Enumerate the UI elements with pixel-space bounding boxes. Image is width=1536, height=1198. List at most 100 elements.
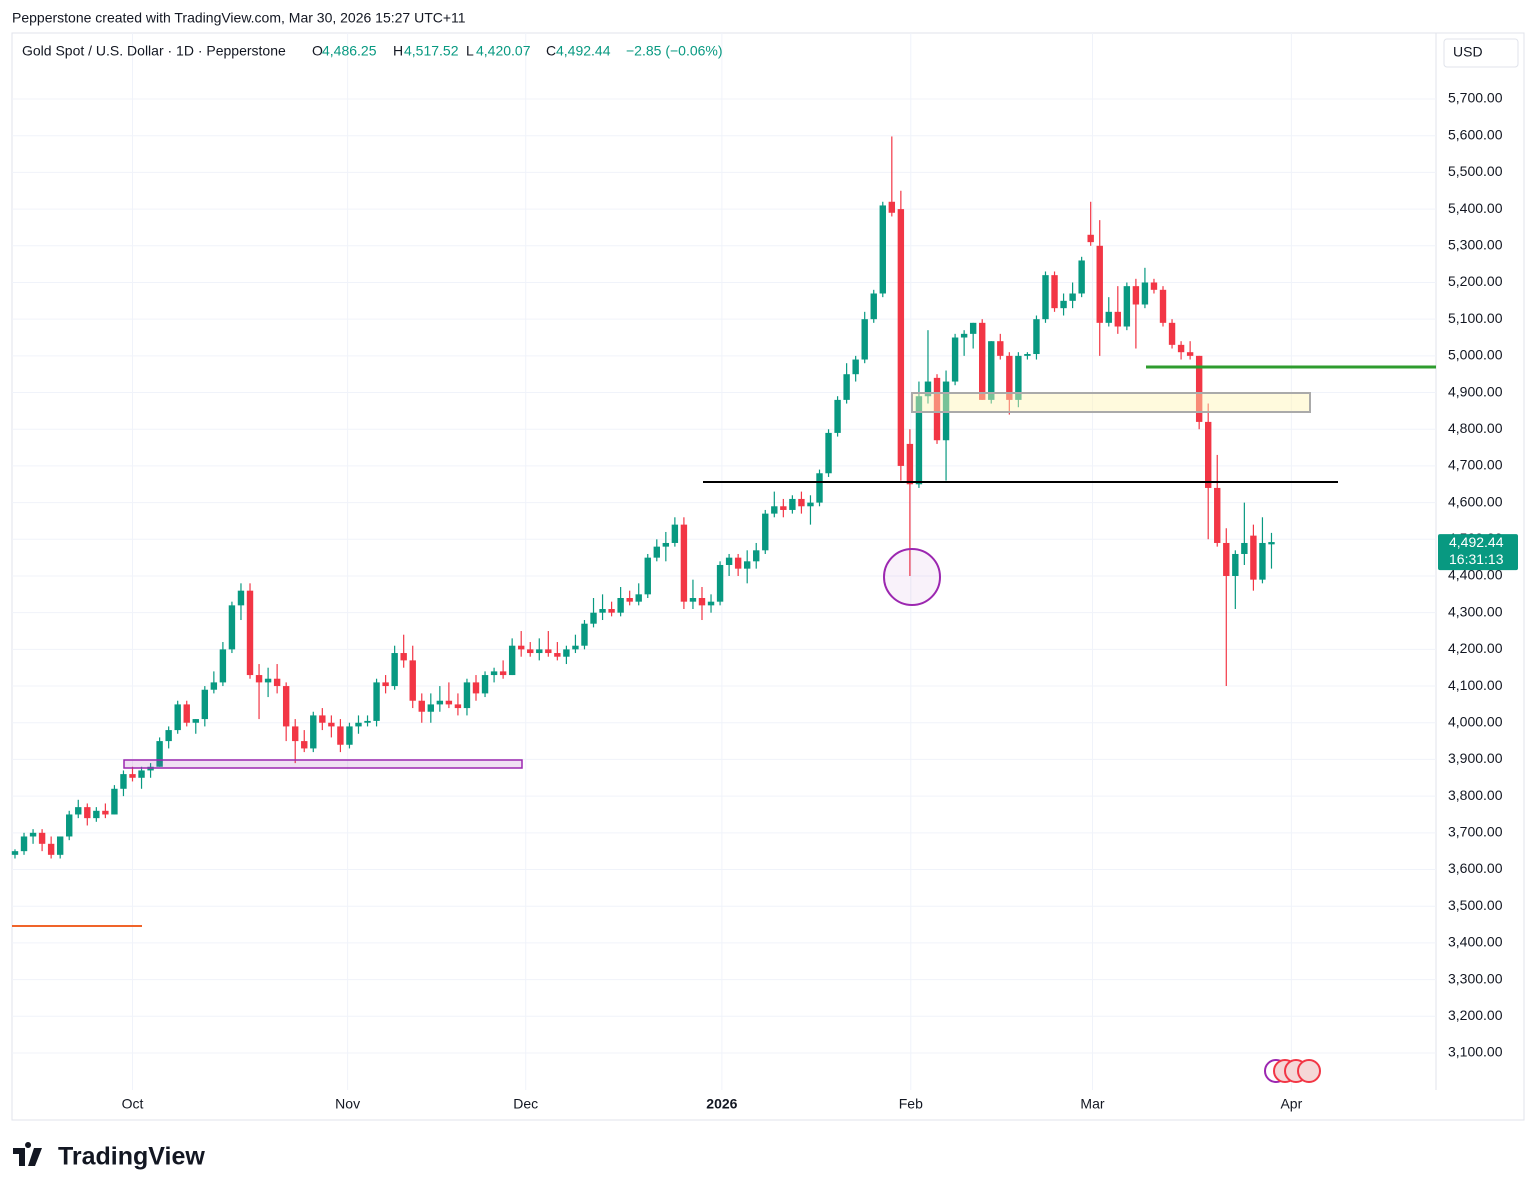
candle-body <box>1087 234 1094 243</box>
candle-body <box>798 498 805 507</box>
candle-body <box>1214 487 1221 543</box>
candle-body <box>707 601 715 606</box>
candle-body <box>897 209 905 466</box>
y-tick-label: 5,700.00 <box>1448 90 1503 106</box>
candle-body <box>1042 275 1049 320</box>
logo-mark <box>13 1142 42 1166</box>
support-zone <box>123 759 523 769</box>
candle-body <box>915 396 923 485</box>
candle-body <box>825 432 832 474</box>
candle-body <box>753 550 760 562</box>
candle-body <box>75 807 82 815</box>
y-tick-label: 3,200.00 <box>1448 1007 1503 1023</box>
candle-body <box>725 557 733 565</box>
y-tick-label: 5,400.00 <box>1448 200 1503 216</box>
candle-body <box>1268 542 1275 545</box>
chart-frame <box>11 32 1525 1121</box>
event-icon[interactable] <box>1297 1059 1321 1083</box>
candle-body <box>472 682 480 694</box>
credit: Pepperstone created with TradingView.com… <box>12 10 466 26</box>
candle-body <box>264 678 272 683</box>
ohlc-value: 4,517.52 <box>404 43 459 59</box>
candle-body <box>951 337 959 382</box>
candle-body <box>1051 275 1058 309</box>
candle-body <box>246 590 254 676</box>
y-tick-label: 5,600.00 <box>1448 126 1503 142</box>
candle-body <box>1232 553 1239 576</box>
y-tick-label: 3,100.00 <box>1448 1044 1503 1060</box>
y-tick-label: 4,100.00 <box>1448 677 1503 693</box>
candle-body <box>84 807 91 819</box>
candle-body <box>1060 300 1067 309</box>
candle-body <box>698 598 706 606</box>
candle-body <box>1205 421 1212 488</box>
candle-body <box>870 293 877 320</box>
candle-body <box>590 612 597 624</box>
currency[interactable]: USD <box>1453 44 1483 60</box>
candle-body <box>1015 355 1022 400</box>
candle-body <box>635 594 642 602</box>
y-tick-label: 4,600.00 <box>1448 493 1503 509</box>
candle-body <box>255 675 263 683</box>
candle-body <box>382 682 389 687</box>
candle-body <box>1105 311 1112 323</box>
ohlc-value: 4,492.44 <box>556 43 611 59</box>
candle-body <box>879 205 886 294</box>
y-tick-label: 3,400.00 <box>1448 934 1503 950</box>
y-tick-label: 4,800.00 <box>1448 420 1503 436</box>
candle-body <box>762 513 769 551</box>
brand-logo: TradingView <box>13 1142 205 1171</box>
y-tick-label: 4,000.00 <box>1448 713 1503 729</box>
candle-body <box>1241 542 1248 554</box>
candle-body <box>1159 289 1167 323</box>
candle-body <box>988 341 995 400</box>
candle-body <box>129 774 136 778</box>
candle-body <box>210 682 218 690</box>
candle-body <box>626 598 633 602</box>
countdown: 16:31:13 <box>1449 551 1504 567</box>
candle-body <box>228 605 236 650</box>
y-tick-label: 5,100.00 <box>1448 310 1503 326</box>
candle-body <box>310 715 317 749</box>
candle-body <box>111 788 118 815</box>
x-tick-label: Nov <box>335 1096 360 1112</box>
y-tick-label: 5,300.00 <box>1448 236 1503 252</box>
candle-body <box>201 689 209 720</box>
candle-body <box>1259 542 1266 580</box>
candle-body <box>364 720 371 723</box>
candle-body <box>56 836 64 855</box>
candle-body <box>969 322 977 334</box>
candle-body <box>563 649 570 657</box>
candle-body <box>906 443 914 485</box>
candle-body <box>689 598 697 602</box>
currency-box[interactable] <box>1443 38 1519 68</box>
candles <box>11 136 1275 859</box>
candle-body <box>355 722 362 727</box>
candle-body <box>960 333 968 338</box>
candle-body <box>789 498 796 510</box>
candle-body <box>743 561 751 569</box>
candle-body <box>337 726 344 745</box>
candle-body <box>1123 286 1131 327</box>
candle-body <box>527 649 534 654</box>
y-tick-label: 4,700.00 <box>1448 457 1503 473</box>
candle-body <box>807 502 814 507</box>
candle-body <box>716 564 724 602</box>
x-tick-label: 2026 <box>706 1096 737 1112</box>
resistance-zone <box>911 392 1311 413</box>
candle-body <box>481 675 489 694</box>
candle-body <box>47 843 55 855</box>
candle-body <box>292 726 299 742</box>
event-icons <box>1264 1059 1321 1083</box>
candle-body <box>156 741 163 767</box>
candle-body <box>120 774 127 789</box>
symbol: Gold Spot / U.S. Dollar · 1D · Peppersto… <box>22 43 286 59</box>
candle-body <box>1177 344 1185 353</box>
candle-body <box>671 524 679 543</box>
candle-body <box>237 590 245 606</box>
candle-body <box>1168 322 1176 345</box>
y-tick-label: 3,600.00 <box>1448 860 1503 876</box>
candle-body <box>1096 245 1103 323</box>
candle-body <box>418 700 425 712</box>
